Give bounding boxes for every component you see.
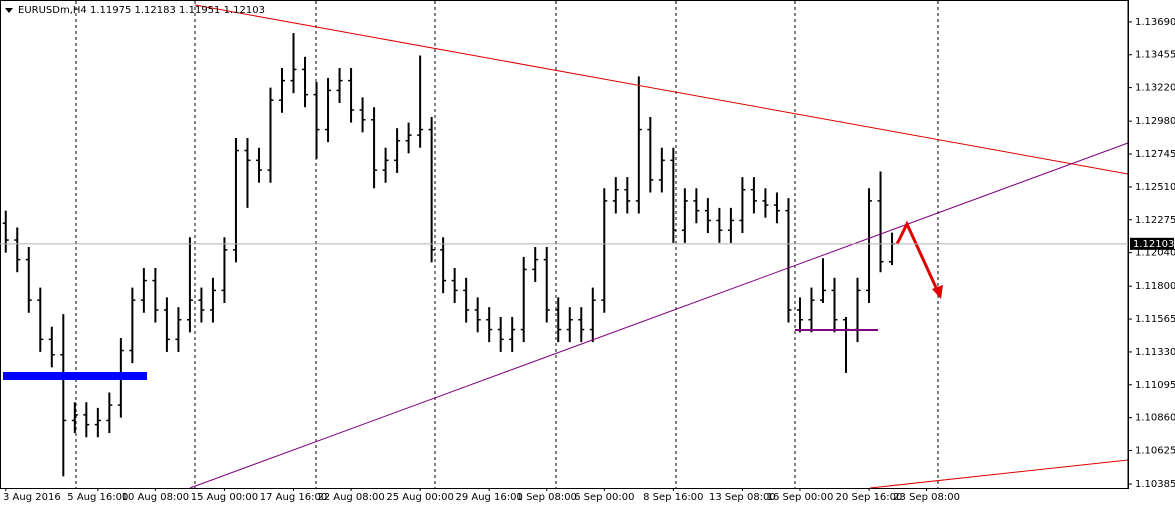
x-tick-label: 17 Aug 16:00 xyxy=(260,492,327,503)
y-tick-label: 1.13455 xyxy=(1135,50,1175,61)
y-tick-label: 1.13220 xyxy=(1135,83,1175,94)
x-tick-label: 6 Sep 00:00 xyxy=(574,492,634,503)
resistance-trendline xyxy=(194,4,1129,175)
header-open: 1.11975 xyxy=(90,5,131,16)
last-price-label: 1.12103 xyxy=(1133,239,1174,250)
header-low: 1.11951 xyxy=(179,5,220,16)
menu-triangle[interactable] xyxy=(5,8,13,13)
x-tick-label: 22 Aug 08:00 xyxy=(317,492,384,503)
y-tick-label: 1.12510 xyxy=(1135,182,1175,193)
y-tick-label: 1.10860 xyxy=(1135,413,1175,424)
x-tick-label: 3 Aug 2016 xyxy=(3,492,61,503)
forecast-arrowhead xyxy=(932,285,943,299)
y-tick-label: 1.11800 xyxy=(1135,281,1175,292)
y-tick-label: 1.12745 xyxy=(1135,149,1175,160)
x-tick-label: 15 Aug 00:00 xyxy=(191,492,258,503)
y-tick-label: 1.12040 xyxy=(1135,248,1175,259)
last-price-box xyxy=(1130,237,1174,250)
x-tick-label: 20 Sep 16:00 xyxy=(836,492,903,503)
y-tick-label: 1.12980 xyxy=(1135,116,1175,127)
x-tick-label: 25 Aug 00:00 xyxy=(386,492,453,503)
y-tick-label: 1.11565 xyxy=(1135,314,1175,325)
chart-header: EURUSDm,H4 1.11975 1.12183 1.11951 1.121… xyxy=(18,5,265,16)
y-tick-label: 1.11095 xyxy=(1135,380,1175,391)
x-tick-label: 1 Sep 08:00 xyxy=(517,492,577,503)
header-high: 1.12183 xyxy=(135,5,176,16)
x-tick-label: 29 Aug 16:00 xyxy=(455,492,522,503)
y-tick-label: 1.10625 xyxy=(1135,446,1175,457)
lower-trendline xyxy=(869,459,1129,489)
x-tick-label: 16 Sep 00:00 xyxy=(767,492,834,503)
y-tick-label: 1.10385 xyxy=(1135,479,1175,490)
x-tick-label: 5 Aug 16:00 xyxy=(67,492,128,503)
forecast-arrow xyxy=(895,220,940,293)
symbol: EURUSDm,H4 xyxy=(18,5,87,16)
y-tick-label: 1.12275 xyxy=(1135,215,1175,226)
support-trendline xyxy=(189,142,1129,489)
x-tick-label: 10 Aug 08:00 xyxy=(122,492,189,503)
x-tick-label: 23 Sep 08:00 xyxy=(893,492,960,503)
y-tick-label: 1.13690 xyxy=(1135,17,1175,28)
x-tick-label: 13 Sep 08:00 xyxy=(709,492,776,503)
support-zone xyxy=(3,372,147,380)
x-tick-label: 8 Sep 16:00 xyxy=(643,492,703,503)
price-bars xyxy=(2,33,896,477)
y-tick-label: 1.11330 xyxy=(1135,347,1175,358)
header-close: 1.12103 xyxy=(224,5,265,16)
plot-frame xyxy=(0,0,1129,489)
